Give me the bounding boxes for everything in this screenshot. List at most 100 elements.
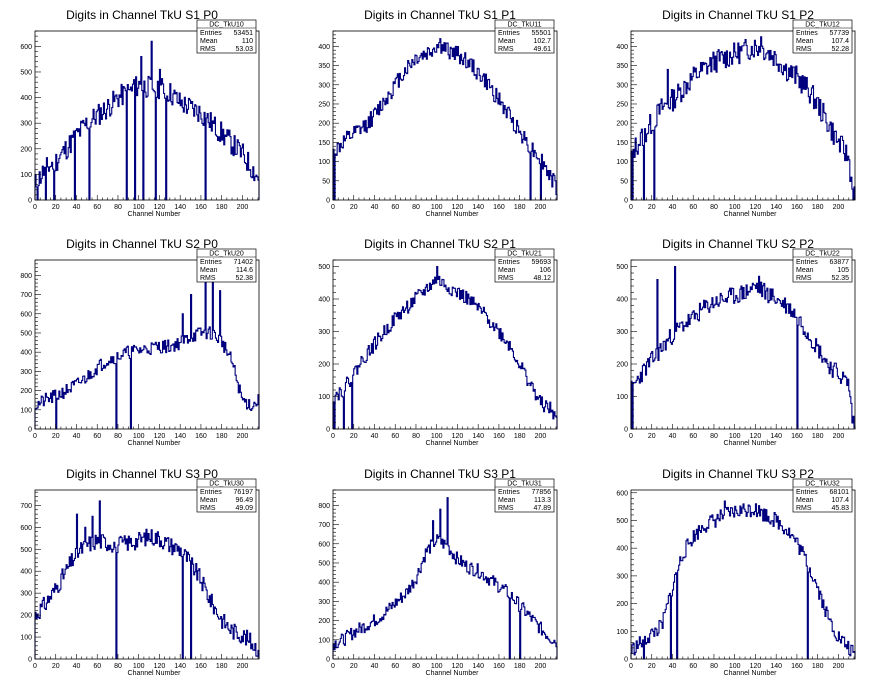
x-tick-label: 40 — [371, 204, 379, 211]
y-tick-label: 300 — [616, 329, 628, 336]
stats-histogram-name: DC_TkU32 — [805, 481, 840, 488]
stats-label: RMS — [200, 505, 216, 512]
y-tick-label: 0 — [326, 657, 330, 664]
stats-label: Entries — [796, 489, 818, 496]
stats-value: 110 — [242, 38, 253, 45]
x-tick-label: 100 — [133, 204, 145, 211]
x-axis-label: Channel Number — [128, 440, 182, 447]
y-tick-label: 500 — [616, 518, 628, 525]
x-tick-label: 140 — [174, 204, 186, 211]
x-tick-label: 200 — [833, 663, 845, 670]
y-tick-label: 100 — [20, 635, 32, 642]
histogram-pad: Digits in Channel TkU S2 P1 0 20 40 60 80 100 1… — [318, 237, 558, 447]
x-tick-label: 0 — [331, 204, 335, 211]
stats-label: Entries — [200, 489, 222, 496]
stats-histogram-name: DC_TkU21 — [507, 251, 542, 258]
stats-label: Entries — [796, 30, 818, 37]
stats-value: 107.4 — [831, 38, 849, 45]
x-axis-label: Channel Number — [128, 211, 182, 218]
x-tick-label: 140 — [174, 433, 186, 440]
x-tick-label: 60 — [391, 433, 399, 440]
stats-value: 107.4 — [831, 497, 849, 504]
stats-label: Mean — [498, 267, 516, 274]
stats-value: 47.89 — [533, 505, 551, 512]
x-tick-label: 100 — [431, 204, 443, 211]
stats-label: Entries — [200, 259, 222, 266]
x-tick-label: 100 — [133, 663, 145, 670]
stats-value: 77856 — [532, 489, 552, 496]
histogram-series — [630, 500, 856, 660]
stats-value: 76197 — [234, 489, 254, 496]
x-axis-label: Channel Number — [426, 211, 480, 218]
histogram-title: Digits in Channel TkU S1 P0 — [66, 8, 218, 22]
y-tick-label: 0 — [28, 427, 32, 434]
x-tick-label: 120 — [750, 204, 762, 211]
stats-label: Entries — [796, 259, 818, 266]
x-tick-label: 200 — [237, 204, 249, 211]
y-tick-label: 0 — [28, 198, 32, 205]
histogram-series — [630, 265, 856, 430]
stats-value: 53.03 — [235, 46, 253, 53]
stats-label: Mean — [200, 497, 218, 504]
x-tick-label: 0 — [33, 663, 37, 670]
y-tick-label: 300 — [20, 121, 32, 128]
y-tick-label: 100 — [318, 637, 330, 644]
histogram-title: Digits in Channel TkU S1 P2 — [662, 8, 814, 22]
x-tick-label: 80 — [710, 204, 718, 211]
histogram-title: Digits in Channel TkU S1 P1 — [364, 8, 516, 22]
x-tick-label: 180 — [216, 433, 228, 440]
x-tick-label: 0 — [629, 433, 633, 440]
y-tick-label: 300 — [616, 82, 628, 89]
stats-label: RMS — [498, 46, 514, 53]
x-tick-label: 160 — [195, 204, 207, 211]
y-tick-label: 100 — [616, 629, 628, 636]
x-tick-label: 80 — [710, 663, 718, 670]
histogram-title: Digits in Channel TkU S2 P2 — [662, 237, 814, 251]
stats-label: Mean — [200, 38, 218, 45]
y-tick-label: 300 — [318, 329, 330, 336]
stats-label: RMS — [796, 46, 812, 53]
x-tick-label: 180 — [514, 204, 526, 211]
stats-value: 63877 — [830, 259, 850, 266]
y-tick-label: 0 — [624, 198, 628, 205]
x-tick-label: 80 — [114, 433, 122, 440]
y-tick-label: 600 — [20, 525, 32, 532]
x-tick-label: 120 — [750, 663, 762, 670]
x-tick-label: 40 — [371, 663, 379, 670]
stats-value: 96.49 — [235, 497, 253, 504]
stats-box-frame — [196, 248, 257, 283]
x-tick-label: 60 — [689, 663, 697, 670]
histogram-title: Digits in Channel TkU S2 P0 — [66, 237, 218, 251]
x-tick-label: 140 — [770, 663, 782, 670]
stats-value: 45.83 — [831, 505, 849, 512]
stats-label: Mean — [200, 267, 218, 274]
y-tick-label: 600 — [20, 311, 32, 318]
stats-value: 71402 — [234, 259, 254, 266]
x-tick-label: 80 — [412, 433, 420, 440]
stats-histogram-name: DC_TkU10 — [209, 22, 244, 29]
x-tick-label: 20 — [52, 204, 60, 211]
x-tick-label: 20 — [52, 433, 60, 440]
x-tick-label: 120 — [452, 204, 464, 211]
x-tick-label: 0 — [33, 204, 37, 211]
histogram-pad: Digits in Channel TkU S3 P2 0 20 40 60 80 100 1… — [616, 467, 856, 677]
x-tick-label: 20 — [648, 204, 656, 211]
y-tick-label: 300 — [616, 573, 628, 580]
histogram-pad: Digits in Channel TkU S1 P0 0 20 40 60 80 100 1… — [20, 8, 260, 218]
stats-label: Entries — [200, 30, 222, 37]
y-tick-label: 400 — [616, 297, 628, 304]
stats-histogram-name: DC_TkU20 — [209, 251, 244, 258]
stats-box-frame — [494, 478, 555, 513]
x-tick-label: 120 — [452, 433, 464, 440]
x-tick-label: 160 — [791, 663, 803, 670]
y-tick-label: 0 — [326, 427, 330, 434]
stats-label: RMS — [498, 275, 514, 282]
x-tick-label: 160 — [493, 433, 505, 440]
plot-frame — [34, 30, 260, 201]
x-tick-label: 140 — [472, 204, 484, 211]
